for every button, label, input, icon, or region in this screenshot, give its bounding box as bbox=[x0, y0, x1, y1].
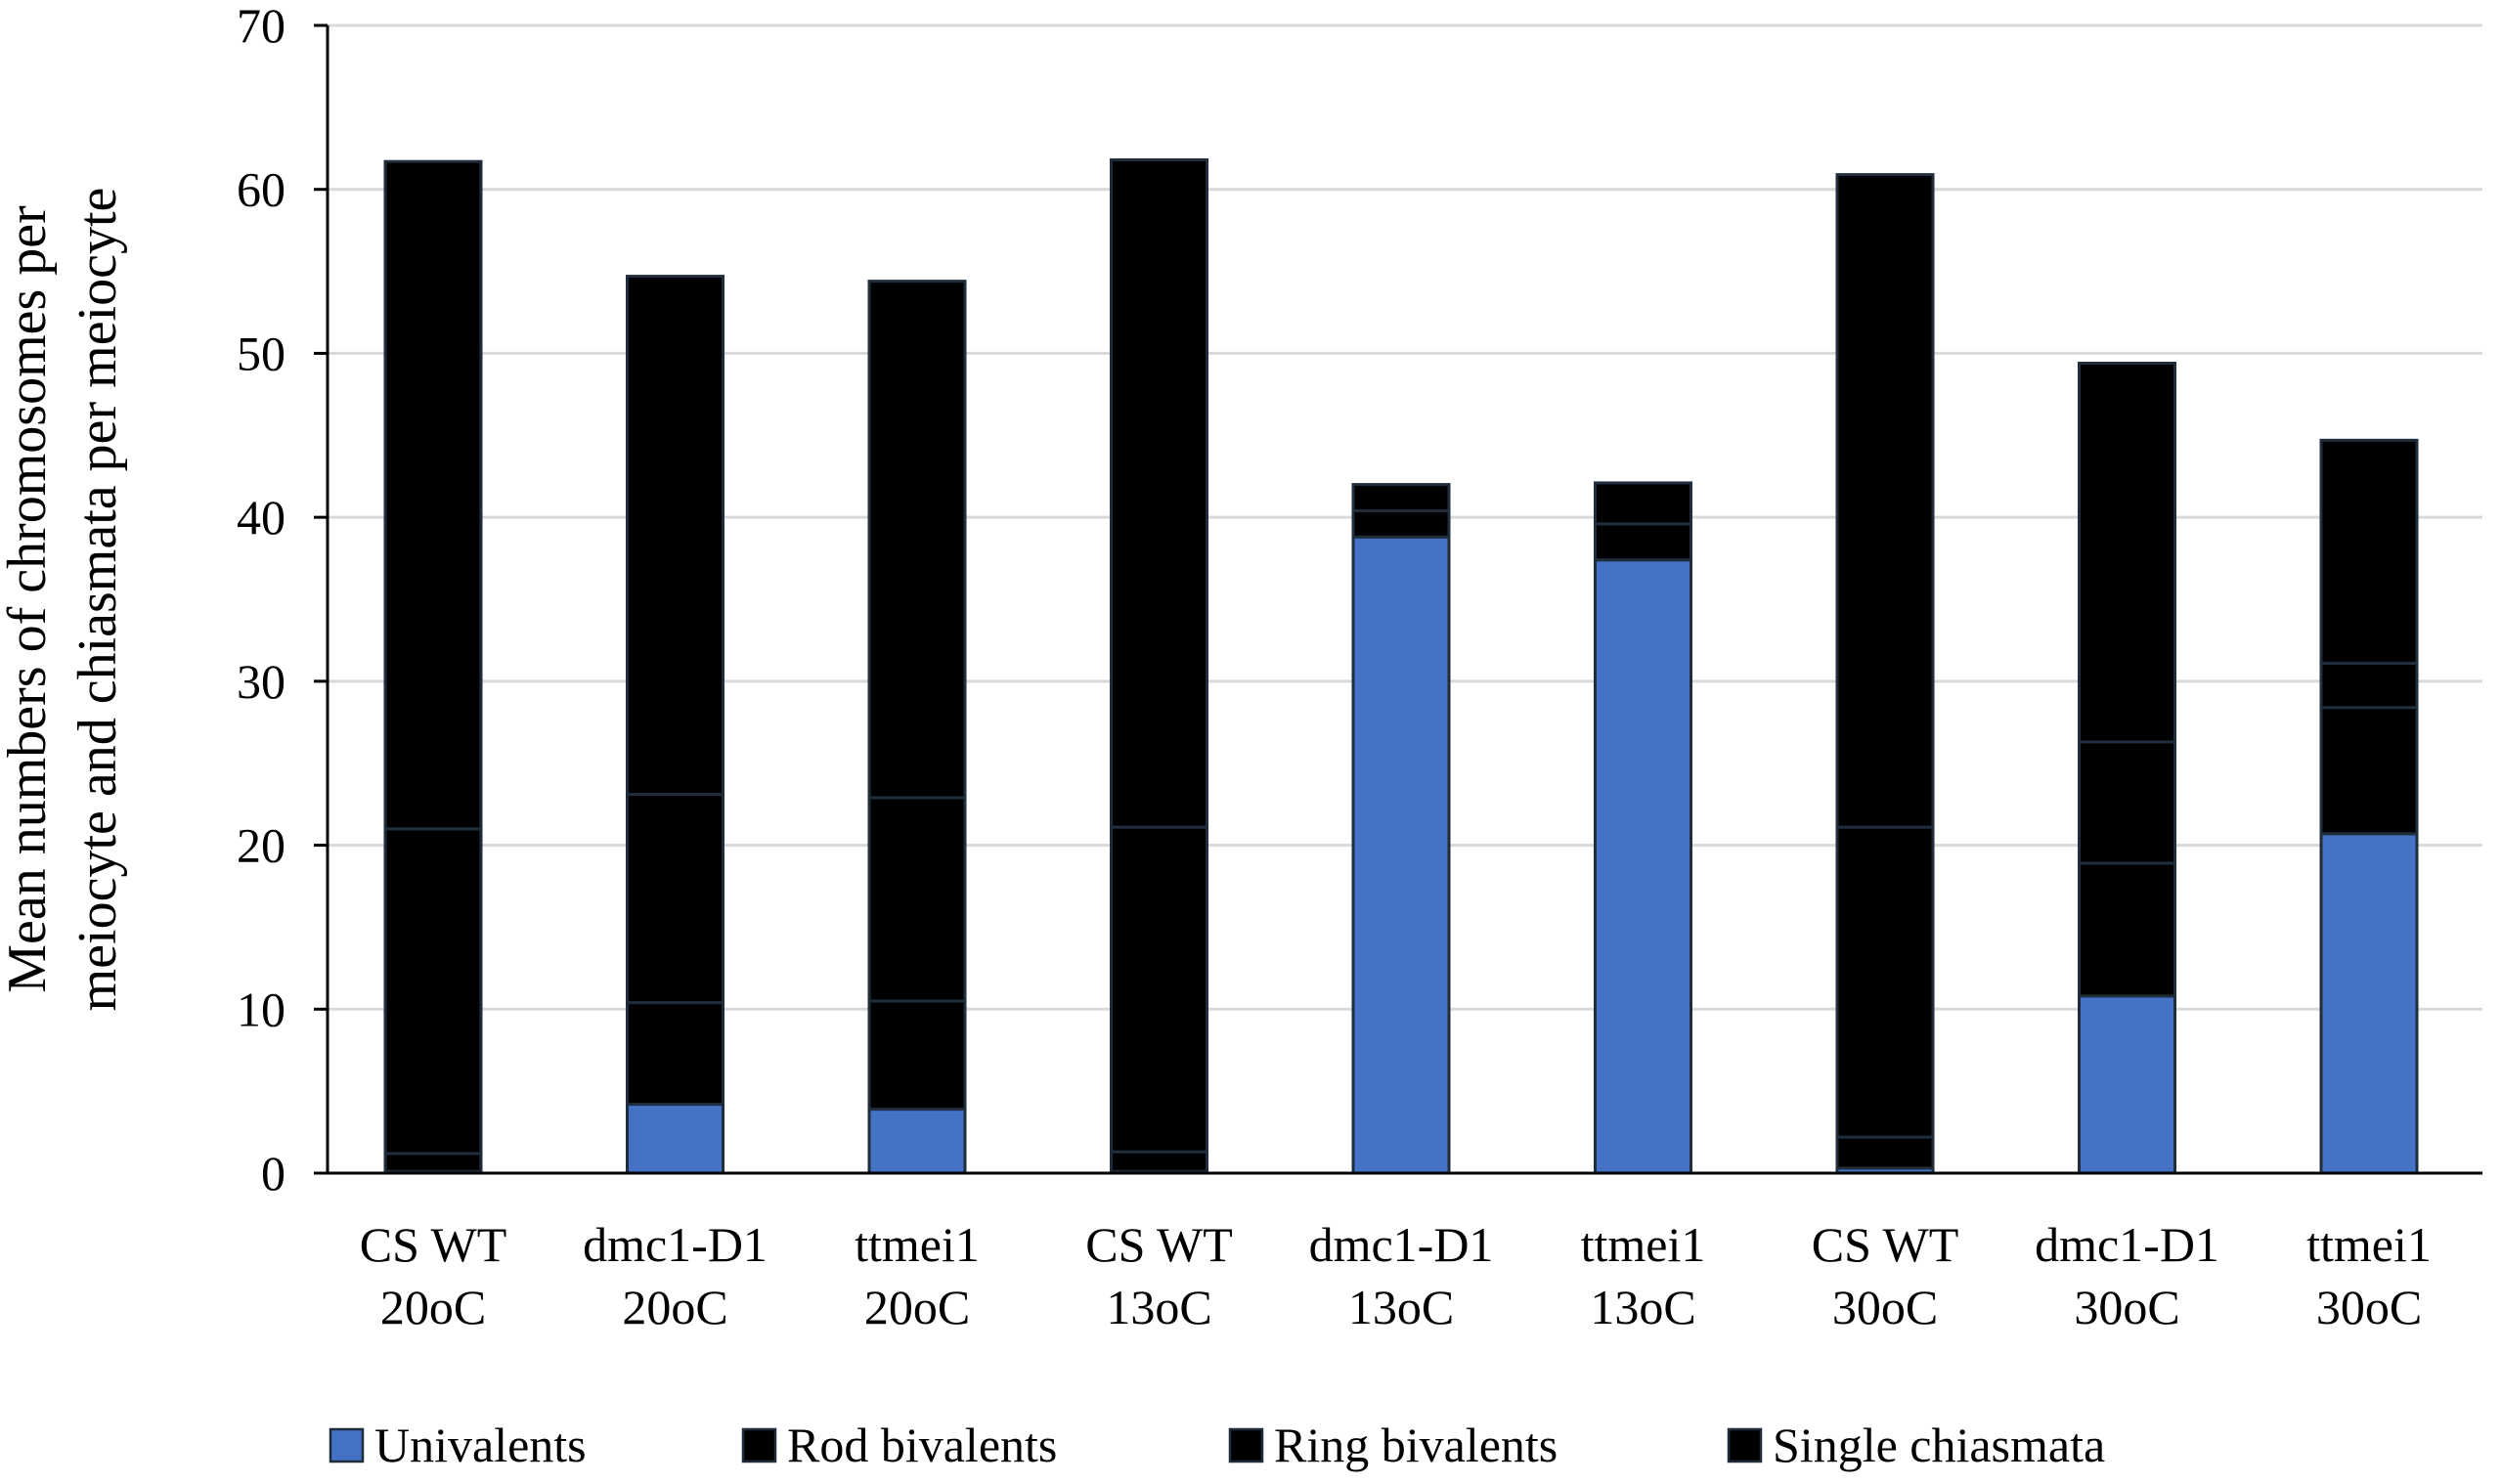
bar-segment-rod-bivalents bbox=[2319, 706, 2419, 836]
x-category-labels: CS WT 20oC dmc1-D1 20oC ttmei1 20oC CS WT 13oC d… bbox=[360, 1217, 2432, 1334]
legend-item: Rod bivalents bbox=[741, 1418, 1057, 1472]
bar-stack bbox=[626, 275, 724, 1175]
bar-stack bbox=[2078, 361, 2176, 1175]
y-tick-label: 0 bbox=[261, 1146, 285, 1200]
bar-segment-ring-bivalents bbox=[1835, 825, 1935, 1139]
bar-segment-single-chiasmata bbox=[1351, 483, 1451, 512]
bar-segment-single-chiasmata bbox=[867, 280, 967, 800]
bar-stack bbox=[2319, 438, 2419, 1175]
y-tick-label: 10 bbox=[237, 982, 285, 1036]
bar-segment-ring-bivalents bbox=[2319, 661, 2419, 710]
bar-stack bbox=[1110, 158, 1208, 1175]
x-category-label: ttmei1 13oC bbox=[1581, 1217, 1706, 1334]
bar-segment-single-chiasmata bbox=[626, 275, 724, 797]
y-tick-label: 30 bbox=[237, 654, 285, 709]
bar-stack bbox=[1835, 173, 1935, 1175]
bar-segment-ring-bivalents bbox=[867, 796, 967, 1003]
bar-segment-ring-bivalents bbox=[383, 827, 483, 1156]
x-category-label: CS WT 20oC bbox=[360, 1217, 507, 1334]
x-category-label: dmc1-D1 30oC bbox=[2035, 1217, 2219, 1334]
x-category-label: dmc1-D1 13oC bbox=[1309, 1217, 1494, 1334]
bar-segment-ring-bivalents bbox=[1110, 825, 1208, 1154]
bar-segment-single-chiasmata bbox=[2319, 438, 2419, 665]
x-category-label: ttmei1 20oC bbox=[855, 1217, 980, 1334]
bar-segment-rod-bivalents bbox=[2078, 861, 2176, 998]
bar-segment-single-chiasmata bbox=[383, 159, 483, 831]
bar-segment-single-chiasmata bbox=[2078, 361, 2176, 744]
bar-segment-single-chiasmata bbox=[1110, 158, 1208, 829]
legend-label: Univalents bbox=[374, 1418, 587, 1472]
y-axis-title: Mean numbers of chromosomes per meiocyte … bbox=[0, 188, 128, 1012]
x-category-label: dmc1-D1 20oC bbox=[583, 1217, 768, 1334]
x-category-label: CS WT 30oC bbox=[1812, 1217, 1959, 1334]
bar-segment-single-chiasmata bbox=[1594, 481, 1692, 526]
y-tick-label: 60 bbox=[237, 162, 285, 217]
bar-segment-univalents bbox=[626, 1103, 724, 1175]
bar-stack bbox=[383, 159, 483, 1175]
bar-segment-ring-bivalents bbox=[2078, 740, 2176, 865]
bar-segment-univalents bbox=[2319, 832, 2419, 1175]
bar-stack bbox=[1351, 483, 1451, 1175]
bar-stack bbox=[1594, 481, 1692, 1175]
legend-item: Univalents bbox=[329, 1418, 587, 1472]
legend-item: Ring bivalents bbox=[1228, 1418, 1558, 1472]
legend-label: Ring bivalents bbox=[1274, 1418, 1558, 1472]
y-tick-labels: 0 10 20 30 40 50 60 70 bbox=[237, 0, 285, 1200]
bar-segment-single-chiasmata bbox=[1835, 173, 1935, 829]
bar-segment-rod-bivalents bbox=[626, 1001, 724, 1107]
axes bbox=[314, 23, 2482, 1175]
legend-label: Rod bivalents bbox=[787, 1418, 1057, 1472]
bar-segment-rod-bivalents bbox=[867, 999, 967, 1112]
bars bbox=[383, 158, 2419, 1175]
legend: Univalents Rod bivalents Ring bivalents Sin… bbox=[329, 1418, 2105, 1472]
bar-segment-ring-bivalents bbox=[626, 793, 724, 1005]
bar-segment-rod-bivalents bbox=[1835, 1135, 1935, 1170]
legend-swatch bbox=[329, 1427, 365, 1463]
y-axis-title-line-2: meiocyte and chiasmata per meiocyte bbox=[67, 188, 128, 1012]
bar-segment-univalents bbox=[867, 1108, 967, 1175]
bar-segment-rod-bivalents bbox=[383, 1152, 483, 1173]
legend-item: Single chiasmata bbox=[1727, 1418, 2105, 1472]
legend-swatch bbox=[1228, 1427, 1264, 1463]
y-tick-label: 50 bbox=[237, 326, 285, 380]
bar-segment-univalents bbox=[2078, 994, 2176, 1175]
y-tick-label: 70 bbox=[237, 0, 285, 53]
bar-segment-rod-bivalents bbox=[1110, 1150, 1208, 1173]
legend-label: Single chiasmata bbox=[1773, 1418, 2105, 1472]
y-tick-label: 20 bbox=[237, 818, 285, 873]
legend-swatch bbox=[1727, 1427, 1763, 1463]
y-axis-title-line-1: Mean numbers of chromosomes per bbox=[0, 205, 58, 993]
bar-segment-rod-bivalents bbox=[1594, 522, 1692, 562]
bar-segment-rod-bivalents bbox=[1351, 508, 1451, 539]
bar-segment-univalents bbox=[1594, 558, 1692, 1175]
legend-swatch bbox=[741, 1427, 777, 1463]
bar-segment-univalents bbox=[1351, 535, 1451, 1175]
y-tick-label: 40 bbox=[237, 490, 285, 545]
x-category-label: ttmei1 30oC bbox=[2306, 1217, 2432, 1334]
bar-stack bbox=[867, 280, 967, 1175]
x-category-label: CS WT 13oC bbox=[1085, 1217, 1233, 1334]
